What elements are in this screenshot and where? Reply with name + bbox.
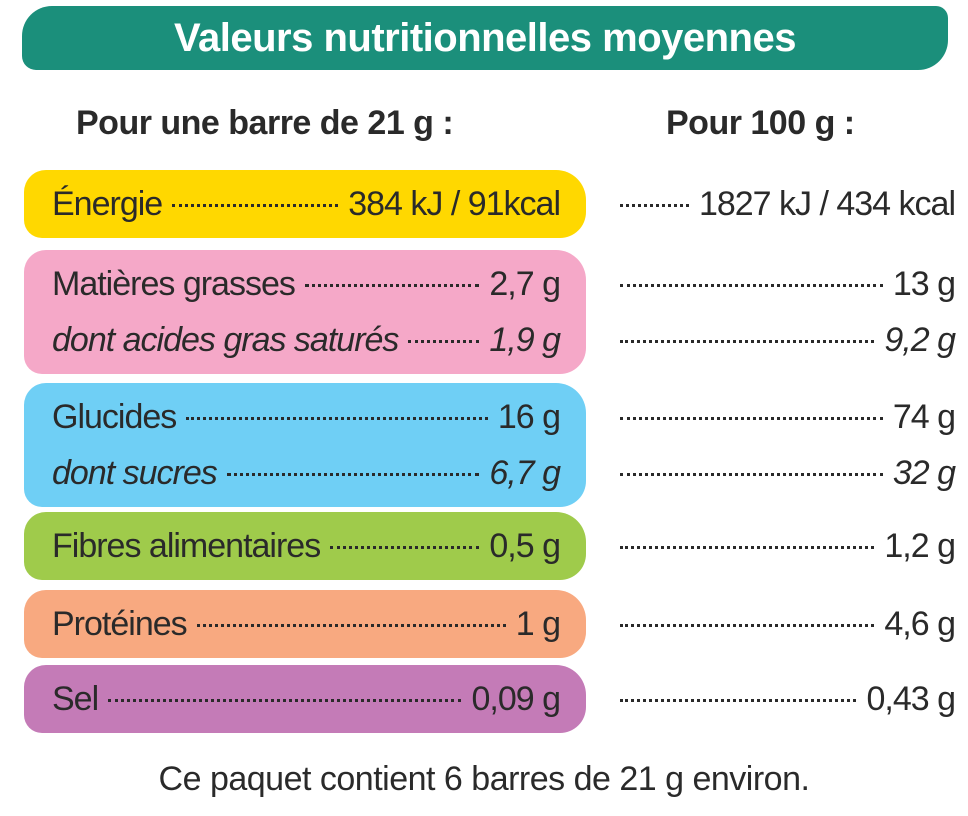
- value-per-100g: 4,6 g: [884, 605, 956, 643]
- leader: [304, 284, 480, 287]
- row-per-bar: dont sucres 6,7 g: [52, 445, 561, 501]
- color-band: [24, 383, 586, 507]
- nutrient-label: dont acides gras saturés: [52, 321, 399, 359]
- value-per-100g: 9,2 g: [884, 321, 956, 359]
- nutrient-label: Matières grasses: [52, 265, 296, 303]
- title: Valeurs nutritionnelles moyennes: [174, 16, 796, 60]
- leader: [408, 340, 480, 343]
- value-per-bar: 0,09 g: [471, 680, 561, 718]
- leader: [620, 417, 883, 420]
- row-per-100g: 32 g: [620, 445, 956, 501]
- leader: [620, 624, 875, 627]
- footer: Ce paquet contient 6 barres de 21 g envi…: [158, 760, 810, 798]
- leader: [172, 204, 339, 207]
- leader: [330, 546, 480, 549]
- value-per-bar: 1 g: [515, 605, 561, 643]
- row-per-bar: dont acides gras saturés 1,9 g: [52, 312, 561, 368]
- row-per-100g: 13 g: [620, 256, 956, 312]
- row-per-100g: 0,43 g: [620, 671, 956, 727]
- row-per-bar: Matières grasses 2,7 g: [52, 256, 561, 312]
- leader: [620, 204, 689, 207]
- value-per-100g: 1,2 g: [884, 527, 956, 565]
- row-per-bar: Glucides 16 g: [52, 389, 561, 445]
- leader: [620, 546, 875, 549]
- value-per-bar: 2,7 g: [489, 265, 561, 303]
- leader: [620, 473, 883, 476]
- row-per-bar: Énergie 384 kJ / 91kcal: [52, 176, 561, 232]
- leader: [226, 473, 480, 476]
- row-per-bar: Sel 0,09 g: [52, 671, 561, 727]
- nutrient-label: Glucides: [52, 398, 177, 436]
- leader: [108, 699, 462, 702]
- nutrient-label: dont sucres: [52, 454, 218, 492]
- value-per-bar: 16 g: [497, 398, 561, 436]
- nutrient-label: Fibres alimentaires: [52, 527, 321, 565]
- value-per-100g: 1827 kJ / 434 kcal: [698, 185, 956, 223]
- leader: [186, 417, 488, 420]
- value-per-bar: 6,7 g: [489, 454, 561, 492]
- color-band: [24, 250, 586, 374]
- row-per-bar: Fibres alimentaires 0,5 g: [52, 518, 561, 574]
- value-per-100g: 74 g: [892, 398, 956, 436]
- value-per-bar: 384 kJ / 91kcal: [348, 185, 561, 223]
- header-per-100g: Pour 100 g :: [666, 104, 855, 142]
- value-per-100g: 32 g: [892, 454, 956, 492]
- value-per-100g: 0,43 g: [866, 680, 956, 718]
- row-per-100g: 4,6 g: [620, 596, 956, 652]
- leader: [620, 340, 875, 343]
- leader: [620, 699, 857, 702]
- nutrient-label: Protéines: [52, 605, 188, 643]
- value-per-100g: 13 g: [892, 265, 956, 303]
- nutrient-label: Énergie: [52, 185, 163, 223]
- row-per-100g: 9,2 g: [620, 312, 956, 368]
- header-per-bar: Pour une barre de 21 g :: [76, 104, 454, 142]
- row-per-100g: 1,2 g: [620, 518, 956, 574]
- value-per-bar: 1,9 g: [489, 321, 561, 359]
- color-band: [24, 512, 586, 580]
- row-per-bar: Protéines 1 g: [52, 596, 561, 652]
- value-per-bar: 0,5 g: [489, 527, 561, 565]
- nutrient-label: Sel: [52, 680, 99, 718]
- title-band: [22, 6, 948, 70]
- leader: [196, 624, 506, 627]
- row-per-100g: 1827 kJ / 434 kcal: [620, 176, 956, 232]
- leader: [620, 284, 883, 287]
- row-per-100g: 74 g: [620, 389, 956, 445]
